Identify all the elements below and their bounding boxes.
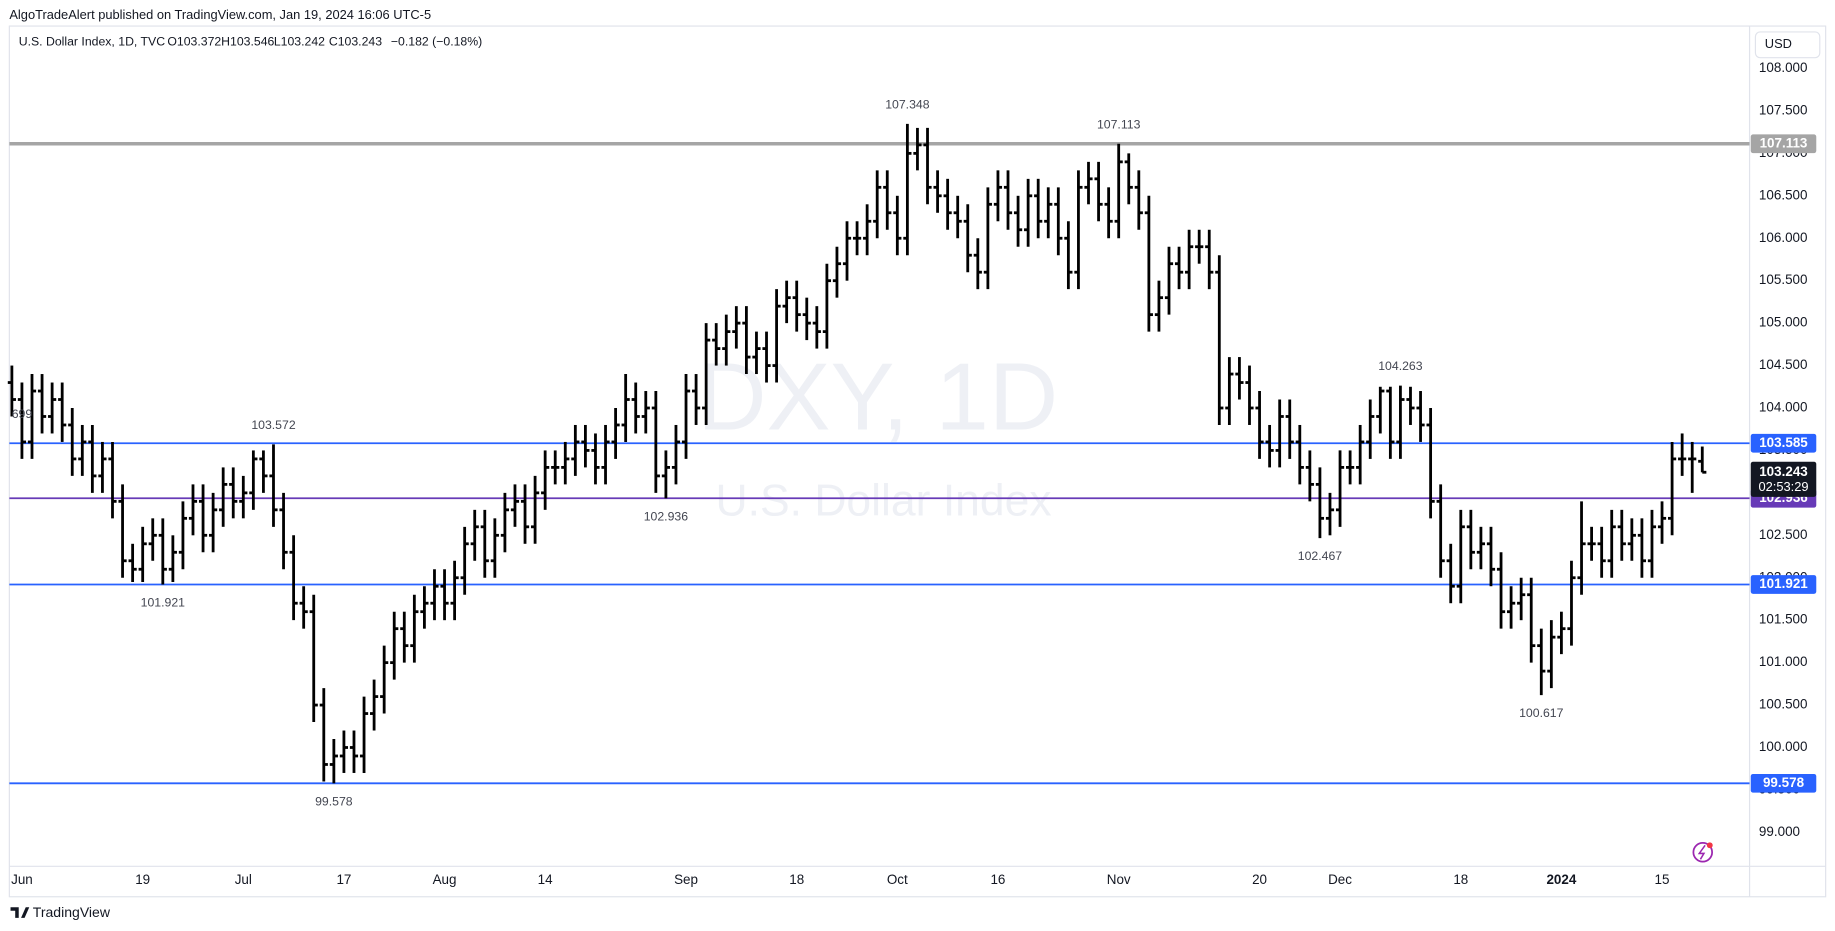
extreme-label: 100.617	[1519, 706, 1564, 720]
y-tick-label: 108.000	[1759, 60, 1808, 75]
extreme-label: 107.113	[1097, 117, 1141, 131]
extreme-label: 101.921	[141, 595, 186, 609]
x-tick-label: 17	[336, 872, 351, 887]
alert-bolt	[1697, 844, 1706, 860]
last-price-label: 103.243	[1759, 464, 1808, 479]
x-tick-label: 19	[135, 872, 150, 887]
extreme-label: 103.572	[251, 418, 296, 432]
x-tick-label: 14	[538, 872, 553, 887]
y-tick-label: 105.500	[1759, 272, 1808, 287]
y-tick-label: 105.000	[1759, 315, 1808, 330]
footer-logo: TradingView	[10, 904, 111, 920]
x-tick-label: Sep	[674, 872, 698, 887]
level-badge	[1750, 773, 1817, 793]
watermark-symbol: DXY, 1D	[697, 343, 1058, 450]
countdown-label: 02:53:29	[1758, 479, 1808, 494]
y-tick-label: 100.500	[1759, 697, 1808, 712]
alert-icon[interactable]	[1692, 842, 1713, 863]
y-tick-label: 106.500	[1759, 187, 1808, 202]
level-badge	[1750, 575, 1817, 594]
x-tick-label: 15	[1655, 872, 1670, 887]
y-tick-label: 104.500	[1759, 357, 1808, 372]
level-badge	[1750, 134, 1817, 154]
x-tick-label: 2024	[1546, 872, 1576, 887]
level-badge-label: 107.113	[1760, 135, 1808, 150]
extreme-label: 102.467	[1298, 549, 1343, 563]
x-tick-label: 18	[1453, 872, 1468, 887]
alert-dot	[1706, 842, 1713, 849]
legend: U.S. Dollar Index, 1D, TVC O103.372 H103…	[19, 35, 483, 49]
y-tick-label: 107.500	[1759, 102, 1808, 117]
x-tick-label: 20	[1252, 872, 1267, 887]
extreme-label: 107.348	[885, 97, 930, 111]
level-badge	[1750, 433, 1817, 453]
y-tick-label: 104.000	[1759, 400, 1808, 415]
extreme-label: 104.263	[1378, 359, 1423, 373]
alert-circle	[1692, 842, 1713, 863]
last-price-badge	[1750, 461, 1817, 497]
level-badge-label: 101.921	[1759, 576, 1808, 591]
y-tick-label: 100.000	[1759, 739, 1808, 754]
extreme-label: 102.936	[644, 509, 689, 523]
legend-low: L103.242	[274, 35, 325, 49]
x-tick-label: Oct	[887, 872, 908, 887]
extreme-label: 99.578	[315, 794, 353, 808]
footer-text: TradingView	[33, 904, 111, 920]
level-badge-label: 103.585	[1759, 435, 1808, 450]
legend-high: H103.546	[221, 35, 274, 49]
x-tick-label: 16	[990, 872, 1005, 887]
y-tick-label: 101.500	[1759, 612, 1808, 627]
legend-close: C103.243	[329, 35, 382, 49]
y-tick-label: 102.500	[1759, 527, 1808, 542]
x-tick-label: Jul	[235, 872, 252, 887]
y-tick-label: 106.000	[1759, 230, 1808, 245]
extreme-label: 699	[12, 407, 33, 421]
x-tick-label: 18	[789, 872, 804, 887]
legend-open: O103.372	[167, 35, 221, 49]
currency-label: USD	[1765, 36, 1792, 51]
chart-frame	[8, 25, 1827, 898]
x-tick-label: Nov	[1107, 872, 1131, 887]
y-tick-label: 99.000	[1759, 824, 1800, 839]
watermark-name: U.S. Dollar Index	[715, 476, 1051, 525]
publisher-line: AlgoTradeAlert published on TradingView.…	[9, 7, 431, 22]
level-badge-label: 99.578	[1763, 775, 1805, 790]
legend-symbol: U.S. Dollar Index, 1D, TVC	[19, 35, 165, 49]
y-tick-label: 101.000	[1759, 654, 1808, 669]
x-tick-label: Dec	[1328, 872, 1352, 887]
logo-mark	[10, 907, 30, 918]
x-tick-label: Aug	[433, 872, 457, 887]
currency-button[interactable]	[1754, 31, 1821, 59]
x-tick-label: Jun	[11, 872, 33, 887]
legend-change: −0.182 (−0.18%)	[391, 35, 482, 49]
